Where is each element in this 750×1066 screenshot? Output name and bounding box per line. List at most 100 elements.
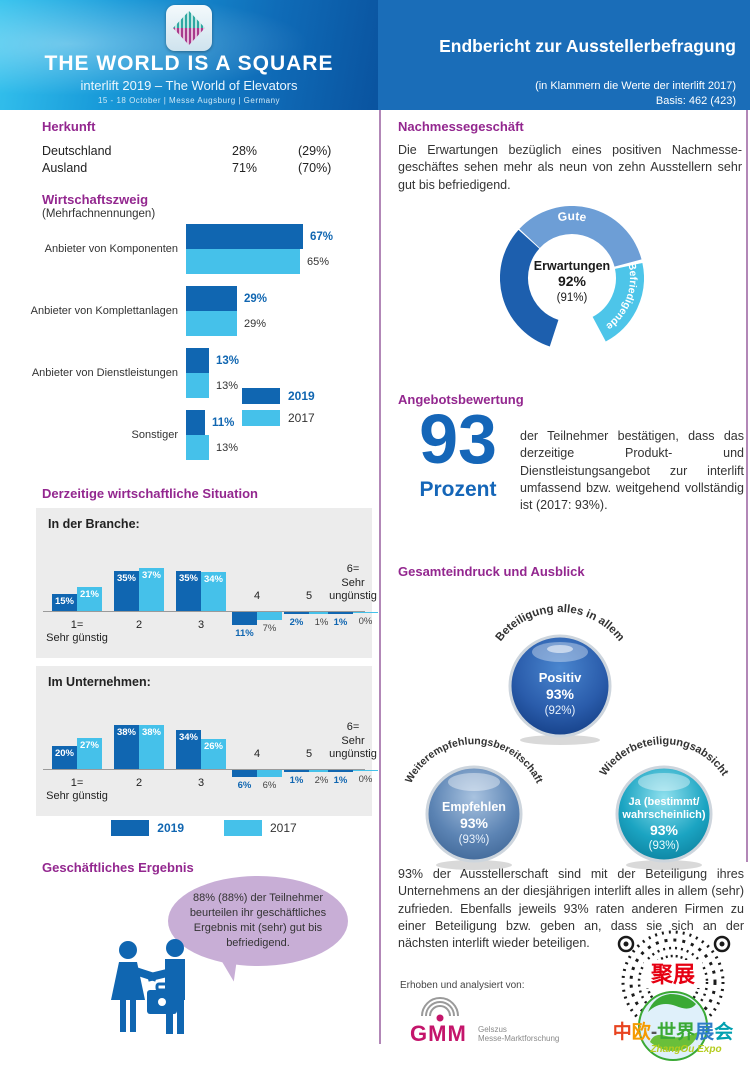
donut-segment-befriedigende bbox=[592, 262, 644, 342]
column-value-label: 37% bbox=[141, 570, 161, 581]
legend-swatch-2017 bbox=[242, 410, 280, 426]
column-bar-2017 bbox=[257, 770, 282, 777]
column-bar-2017 bbox=[139, 725, 164, 769]
herkunft-prev-value: (29%) bbox=[298, 144, 332, 158]
column-category-label: 4 bbox=[253, 589, 261, 602]
sphere-body bbox=[508, 634, 612, 738]
donut-segment-sehr-gute bbox=[500, 229, 560, 347]
section-heading-nachmesse: Nachmessegeschäft bbox=[398, 119, 524, 134]
column-bar-2017 bbox=[257, 612, 282, 620]
herkunft-table: Deutschland 28% (29%) Ausland 71% (70%) bbox=[42, 144, 372, 178]
column-value-label: 38% bbox=[116, 727, 136, 738]
column-category-label: 2 bbox=[135, 619, 143, 631]
bar-value-label: 11% bbox=[212, 416, 235, 429]
sphere-wiederbeteiligung: Wiederbeteiligungsabsicht Ja (bestimmt/ … bbox=[598, 735, 731, 870]
angebot-paragraph: der Teilnehmer bestätigen, dass das derz… bbox=[520, 429, 744, 512]
column-value-label: 6% bbox=[262, 780, 277, 791]
chart-box-unternehmen: Im Unternehmen: 20% 27% 1= Sehr günstig 38%… bbox=[36, 666, 378, 816]
gmm-wordmark: GMM bbox=[410, 1021, 467, 1046]
legend-item-2017: 2017 bbox=[224, 820, 297, 836]
column-bar-2019 bbox=[52, 746, 77, 769]
herkunft-value: 28% bbox=[232, 144, 258, 158]
qr-dots-ring-inner bbox=[637, 946, 709, 1018]
gmm-subtext-2: Messe-Marktforschung bbox=[478, 1034, 559, 1043]
column-value-label: 11% bbox=[235, 628, 254, 639]
column-bar-2019 bbox=[284, 770, 309, 772]
column-category-label: 6= Sehr ungünstig bbox=[329, 721, 377, 760]
legend-swatch-2019 bbox=[111, 820, 150, 836]
chart-legend: 2019 2017 bbox=[242, 388, 315, 432]
erhoben-label: Erhoben und analysiert von: bbox=[400, 980, 525, 991]
column-bar-2017 bbox=[77, 738, 102, 769]
column-value-label: 1% bbox=[289, 775, 304, 786]
speech-bubble: 88% (88%) der Teilnehmer beurteilen ihr … bbox=[168, 876, 348, 966]
sphere-gloss bbox=[638, 773, 690, 791]
column-bar-2017 bbox=[77, 587, 102, 611]
handshake-pictogram-icon bbox=[111, 939, 185, 1034]
legend-label: 2017 bbox=[270, 821, 297, 835]
column-category-label: 1= Sehr günstig bbox=[46, 619, 108, 645]
section-heading-angebot: Angebotsbewertung bbox=[398, 392, 524, 407]
chart-box-title: In der Branche: bbox=[48, 517, 140, 531]
bar-category-label: Sonstiger bbox=[131, 429, 178, 441]
expo-globe-land-south bbox=[650, 1032, 698, 1051]
event-subtitle: interlift 2019 – The World of Elevators bbox=[80, 78, 298, 93]
expo-brand-subtext: ZhangOu Expo bbox=[649, 1044, 721, 1055]
column-bar-2019 bbox=[232, 612, 257, 625]
donut-segment-gute bbox=[519, 206, 642, 268]
x-axis bbox=[43, 611, 365, 612]
logo-diamond-bottom-icon bbox=[173, 28, 205, 45]
sphere-prev-value: (92%) bbox=[545, 705, 576, 717]
right-edge-divider bbox=[746, 110, 748, 862]
section-heading-situation: Derzeitige wirtschaftliche Situation bbox=[42, 486, 258, 501]
column-value-label: 1% bbox=[314, 617, 329, 628]
sphere-gloss-core bbox=[547, 645, 573, 653]
qr-center-plate bbox=[644, 960, 702, 988]
column-bar-2019 bbox=[114, 725, 139, 769]
column-bar-2017 bbox=[353, 770, 378, 771]
bar-group: Anbieter von Komponenten 67% 65% bbox=[30, 224, 375, 274]
column-value-label: 1% bbox=[333, 617, 348, 628]
bar-2017 bbox=[186, 249, 300, 274]
sphere-beteiligung: Beteiligung alles in allem Positiv 93% (… bbox=[494, 603, 626, 745]
sphere-label-line2: wahrscheinlich) bbox=[621, 809, 705, 821]
report-title: Endbericht zur Ausstellerbefragung bbox=[439, 36, 736, 56]
expo-brand-text: 中欧-世界展会 bbox=[613, 1020, 733, 1043]
column-value-label: 2% bbox=[289, 617, 304, 628]
bar-row: 13% bbox=[186, 435, 375, 460]
column-bar-2017 bbox=[139, 568, 164, 611]
sphere-body bbox=[615, 765, 713, 863]
bar-2017 bbox=[186, 435, 209, 460]
bar-row: 65% bbox=[186, 249, 375, 274]
column-value-label: 34% bbox=[178, 732, 198, 743]
column-bar-2017 bbox=[201, 739, 226, 769]
column-bar-2019 bbox=[232, 770, 257, 777]
column-bar-2017 bbox=[353, 612, 378, 613]
bar-value-label: 29% bbox=[244, 317, 267, 330]
column-category-label: 5 bbox=[305, 589, 313, 602]
big-percentage-unit: Prozent bbox=[419, 478, 497, 501]
bar-value-label: 65% bbox=[307, 255, 330, 268]
table-row: Ausland 71% (70%) bbox=[42, 161, 372, 178]
legend-label: 2017 bbox=[288, 411, 315, 425]
column-value-label: 7% bbox=[262, 623, 277, 634]
herkunft-prev-value: (70%) bbox=[298, 161, 332, 175]
bar-pair: 13% 13% bbox=[186, 348, 375, 398]
column-value-label: 38% bbox=[141, 727, 161, 738]
wirtschaftszweig-bar-chart: 2019 2017 Anbieter von Komponenten 67% 65%… bbox=[30, 224, 375, 469]
sphere-prev-value: (93%) bbox=[649, 840, 680, 852]
sphere-value: 93% bbox=[546, 686, 575, 702]
column-value-label: 15% bbox=[54, 596, 74, 607]
section-heading-gesamteindruck: Gesamteindruck und Ausblick bbox=[398, 564, 585, 579]
donut-center-title: Erwartungen bbox=[534, 259, 610, 273]
sphere-body bbox=[425, 765, 523, 863]
legend-swatch-2019 bbox=[242, 388, 280, 404]
chart-box-branche: In der Branche: 15% 21% 1= Sehr günstig 35%… bbox=[36, 508, 378, 658]
herkunft-value: 71% bbox=[232, 161, 258, 175]
sphere-value: 93% bbox=[460, 815, 489, 831]
bar-group: Sonstiger 11% 13% bbox=[30, 410, 375, 460]
report-basis: Basis: 462 (423) bbox=[655, 95, 736, 107]
wirtschaftszweig-subheading: (Mehrfachnennungen) bbox=[42, 208, 156, 220]
sphere-label: Empfehlen bbox=[442, 800, 506, 814]
